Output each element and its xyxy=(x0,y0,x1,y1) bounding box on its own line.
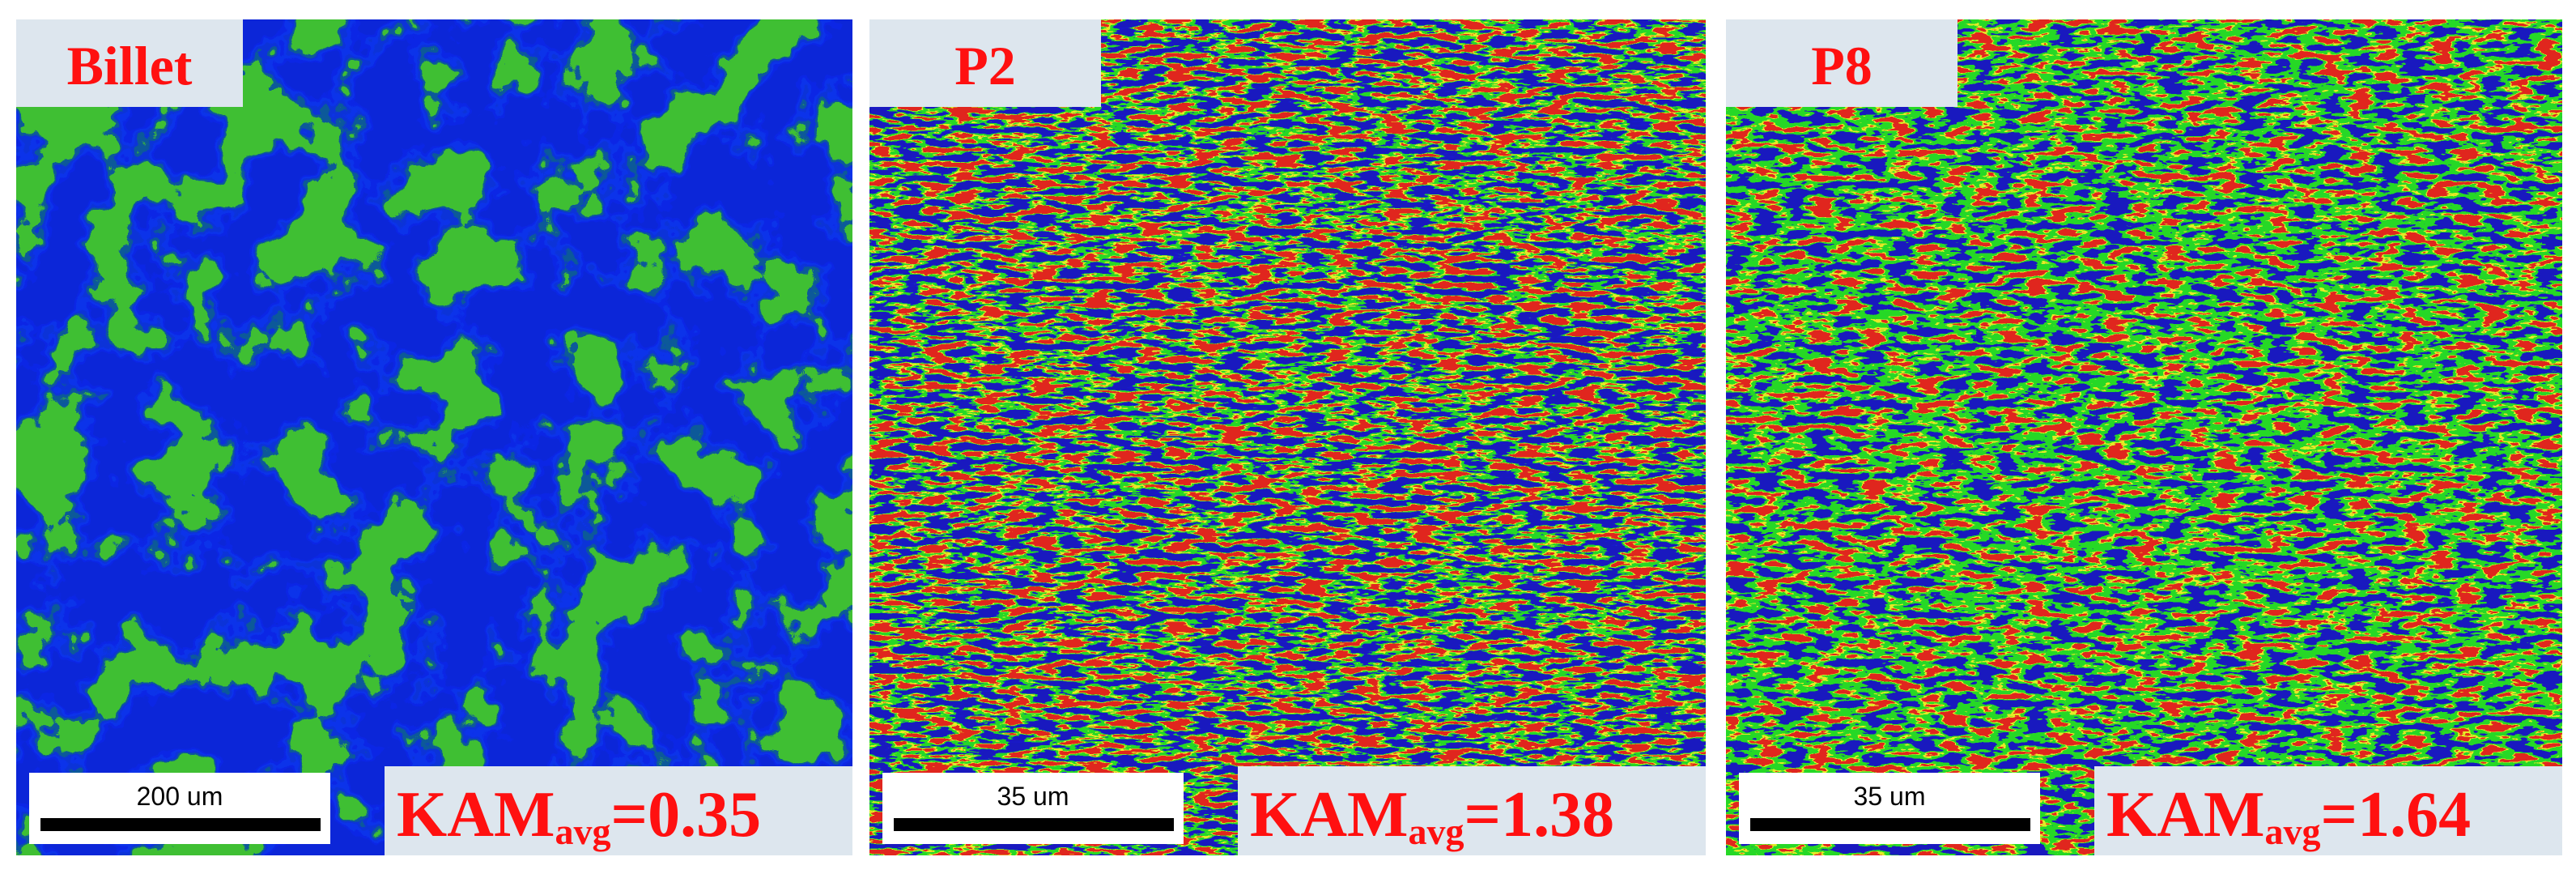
kam-subscript: avg xyxy=(555,811,611,852)
kam-prefix: KAM xyxy=(1250,779,1409,851)
kam-text: KAMavg=1.38 xyxy=(1250,779,1614,852)
kam-prefix: KAM xyxy=(2106,779,2265,851)
label-box xyxy=(1726,19,1958,107)
kam-box xyxy=(2094,766,2562,855)
kam-subscript: avg xyxy=(1409,811,1464,852)
kam-value: =1.38 xyxy=(1464,779,1615,851)
kam-text: KAMavg=0.35 xyxy=(397,779,761,852)
scale-bar-box xyxy=(29,773,330,844)
scale-bar-label: 200 um xyxy=(137,782,223,811)
panel-label: P8 xyxy=(1811,35,1872,96)
scale-bar xyxy=(1750,818,2030,831)
scale-bar xyxy=(40,818,321,831)
scale-bar-box xyxy=(882,773,1184,844)
scale-bar-label: 35 um xyxy=(997,782,1069,811)
kam-map xyxy=(16,19,852,855)
panel-label: P2 xyxy=(954,35,1016,96)
scale-bar-label: 35 um xyxy=(1854,782,1926,811)
label-box xyxy=(869,19,1101,107)
kam-box xyxy=(385,766,852,855)
kam-text: KAMavg=1.64 xyxy=(2106,779,2471,852)
map-panel: P8 35 um KAMavg=1.64 xyxy=(1726,19,2562,855)
kam-prefix: KAM xyxy=(397,779,555,851)
kam-map xyxy=(1726,19,2562,855)
kam-value: =1.64 xyxy=(2321,779,2472,851)
scale-bar xyxy=(894,818,1174,831)
label-box xyxy=(16,19,243,107)
kam-box xyxy=(1238,766,1706,855)
kam-map xyxy=(869,19,1706,855)
map-panel: Billet 200 um KAMavg=0.35 xyxy=(16,19,852,855)
scale-bar-box xyxy=(1739,773,2040,844)
map-panel: P2 35 um KAMavg=1.38 xyxy=(869,19,1706,855)
kam-value: =0.35 xyxy=(611,779,762,851)
kam-subscript: avg xyxy=(2265,811,2321,852)
panel-label: Billet xyxy=(67,35,193,96)
